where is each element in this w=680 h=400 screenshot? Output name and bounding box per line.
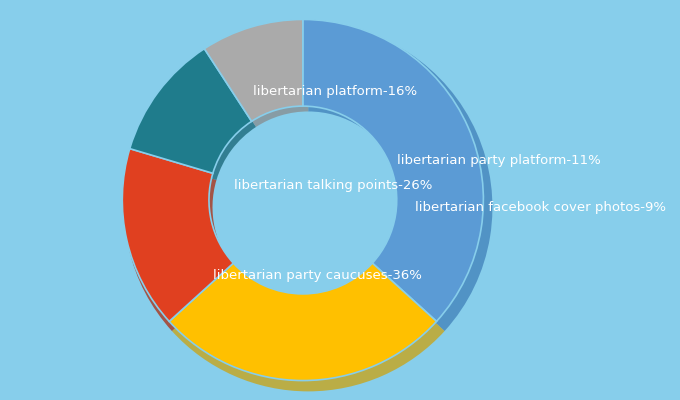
Text: libertarian platform-16%: libertarian platform-16% xyxy=(253,85,418,98)
Wedge shape xyxy=(122,149,233,321)
Text: libertarian party caucuses-36%: libertarian party caucuses-36% xyxy=(213,269,422,282)
Text: libertarian talking points-26%: libertarian talking points-26% xyxy=(234,179,432,192)
Wedge shape xyxy=(308,23,492,331)
Wedge shape xyxy=(169,263,437,380)
Wedge shape xyxy=(172,272,445,391)
Wedge shape xyxy=(132,53,256,180)
Wedge shape xyxy=(130,49,252,173)
Text: libertarian facebook cover photos-9%: libertarian facebook cover photos-9% xyxy=(415,201,666,214)
Text: libertarian party platform-11%: libertarian party platform-11% xyxy=(396,154,600,167)
Wedge shape xyxy=(205,20,303,121)
Wedge shape xyxy=(124,155,237,331)
Wedge shape xyxy=(208,23,308,127)
Wedge shape xyxy=(303,20,483,321)
